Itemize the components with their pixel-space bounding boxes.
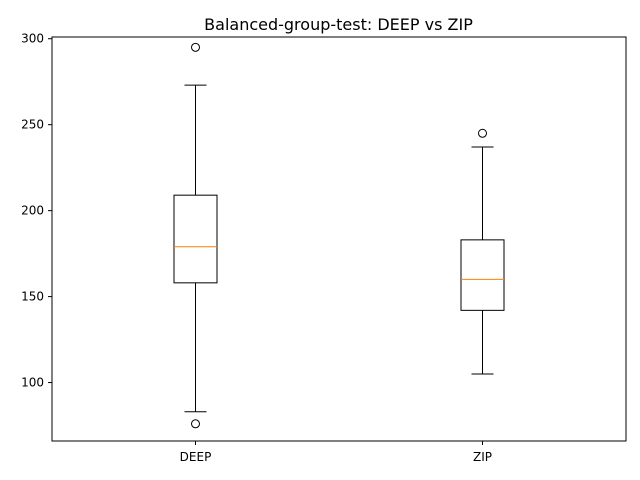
x-tick-label: ZIP xyxy=(473,450,492,464)
iqr-box xyxy=(460,239,505,311)
y-tick-label: 250 xyxy=(21,118,44,132)
outlier-point xyxy=(478,128,487,138)
y-tick-label: 150 xyxy=(21,290,44,304)
y-tick-label: 100 xyxy=(21,376,44,390)
y-tick-label: 200 xyxy=(21,204,44,218)
y-tick-label: 300 xyxy=(21,32,44,46)
outlier-point xyxy=(191,419,200,429)
chart-title: Balanced-group-test: DEEP vs ZIP xyxy=(204,15,473,34)
box-deep xyxy=(173,42,218,429)
iqr-box xyxy=(173,194,218,284)
x-tick-label: DEEP xyxy=(180,450,212,464)
plot-area: 100 150 200 250 300 DEEP ZIP xyxy=(21,32,627,464)
box-zip xyxy=(460,128,505,375)
axes-frame xyxy=(51,36,627,442)
outlier-point xyxy=(191,42,200,52)
